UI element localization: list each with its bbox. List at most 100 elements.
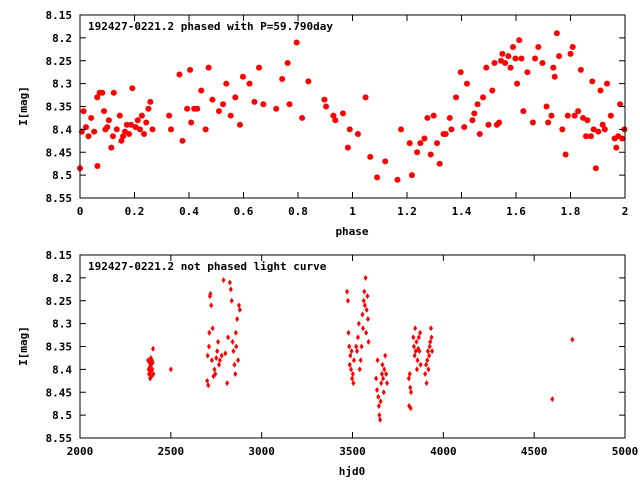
unphased-y-tick-label: 8.5 [52,409,72,422]
data-point [234,343,239,350]
data-point [474,101,481,108]
data-point [491,60,498,67]
phased-y-tick-label: 8.2 [52,32,72,45]
data-point [168,126,175,133]
data-point [366,338,371,345]
data-point [209,302,214,309]
data-point [607,112,614,119]
data-point [362,302,367,309]
data-point [411,334,416,341]
data-point [427,151,434,158]
unphased-x-axis-label: hjd0 [339,465,366,478]
unphased-x-tick-label: 2500 [158,445,185,458]
data-point [345,297,350,304]
phased-y-tick-label: 8.45 [46,146,73,159]
data-point [223,80,230,87]
data-point [176,71,183,78]
data-point [362,288,367,295]
data-point [365,316,370,323]
data-point [355,348,360,355]
data-point [375,386,380,393]
data-point [350,375,355,382]
data-point [417,140,424,147]
unphased-data-points [146,274,575,423]
data-point [205,352,210,359]
data-point [428,325,433,332]
data-point [361,297,366,304]
unphased-x-tick-label: 3000 [248,445,275,458]
data-point [545,119,552,126]
data-point [104,124,111,131]
phased-x-tick-label: 0.6 [234,205,254,218]
data-point [349,366,354,373]
data-point [613,144,620,151]
data-point [575,108,582,115]
data-point [424,114,431,121]
phased-x-tick-label: 2 [622,205,629,218]
data-point [330,112,337,119]
data-point [151,370,156,377]
phased-y-tick-label: 8.5 [52,169,72,182]
data-point [421,135,428,142]
data-point [543,103,550,110]
data-point [461,124,468,131]
data-point [516,37,523,44]
data-point [150,366,155,373]
data-point [562,151,569,158]
data-point [251,98,258,105]
data-point [374,174,381,181]
data-point [279,76,286,83]
data-point [166,112,173,119]
data-point [589,78,596,85]
data-point [216,361,221,368]
data-point [236,121,243,128]
data-point [299,114,306,121]
data-point [550,64,557,71]
data-point [423,370,428,377]
data-point [416,334,421,341]
data-point [378,416,383,423]
data-point [94,94,101,101]
data-point [273,105,280,112]
data-point [323,103,330,110]
data-point [232,94,239,101]
data-point [321,96,328,103]
phased-light-curve-panel: 8.15 8.2 8.25 8.3 8.35 8.4 8.45 8.5 8.55 0 0.2 0.4… [17,9,628,238]
data-point [351,380,356,387]
data-point [414,366,419,373]
data-point [429,334,434,341]
data-point [205,377,210,384]
data-point [215,108,222,115]
data-point [413,325,418,332]
data-point [168,366,173,373]
data-point [379,380,384,387]
data-point [379,370,384,377]
data-point [118,137,125,144]
data-point [134,117,141,124]
data-point [430,112,437,119]
data-point [548,112,555,119]
data-point [225,380,230,387]
data-point [559,126,566,133]
data-point [367,153,374,160]
data-point [208,290,213,297]
data-point [82,124,89,131]
data-point [256,64,263,71]
data-point [260,101,267,108]
unphased-y-axis: 8.15 8.2 8.25 8.3 8.35 8.4 8.45 8.5 8.55 [46,249,625,445]
phased-y-tick-label: 8.3 [52,78,72,91]
data-point [151,345,156,352]
data-point [446,114,453,121]
unphased-x-tick-label: 3500 [339,445,366,458]
phased-y-axis: 8.15 8.2 8.25 8.3 8.35 8.4 8.45 8.5 8.55 [46,9,625,205]
data-point [587,133,594,140]
data-point [205,64,212,71]
data-point [411,343,416,350]
data-point [127,121,134,128]
data-point [120,133,127,140]
data-point [215,348,220,355]
phased-x-tick-label: 0 [77,205,84,218]
data-point [418,329,423,336]
data-point [489,87,496,94]
data-point [512,55,519,62]
